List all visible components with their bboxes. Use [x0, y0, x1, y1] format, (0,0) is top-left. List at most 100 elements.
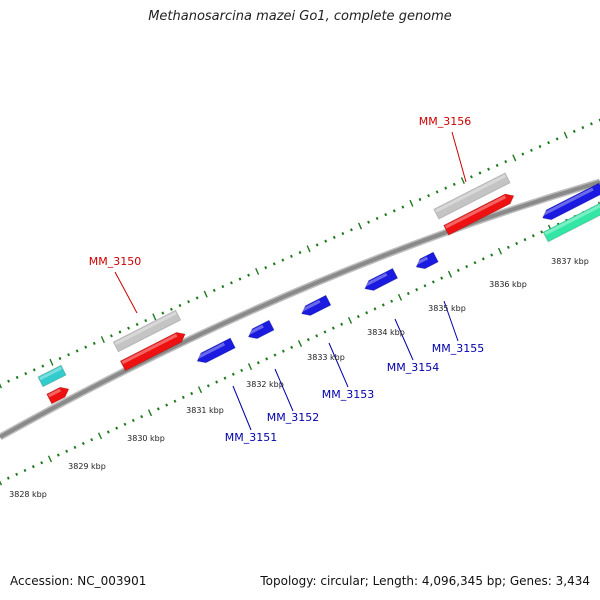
- minor-tick: [169, 307, 173, 311]
- minor-tick: [504, 160, 508, 164]
- minor-tick: [515, 241, 519, 246]
- minor-tick: [456, 268, 460, 273]
- accession-text: Accession: NC_003901: [10, 574, 147, 588]
- gene-label[interactable]: MM_3150: [89, 255, 141, 268]
- minor-tick: [306, 338, 310, 342]
- minor-tick: [92, 341, 96, 345]
- minor-tick: [90, 438, 94, 442]
- major-tick: [147, 409, 153, 417]
- minor-tick: [469, 175, 473, 179]
- callout-leader-line: [274, 368, 294, 412]
- genome-backbone: [0, 178, 600, 441]
- minor-tick: [547, 141, 551, 145]
- minor-tick: [423, 284, 427, 288]
- scale-label: 3833 kbp: [307, 353, 345, 362]
- gene-callout-mm-3151[interactable]: MM_3151: [225, 385, 277, 444]
- minor-tick: [84, 345, 88, 349]
- gene-mm-3153-shape: [300, 294, 332, 317]
- gene-mm-3154-shape: [363, 267, 399, 291]
- minor-tick: [435, 190, 439, 194]
- forward-gene-shape: [46, 386, 70, 405]
- minor-tick: [381, 303, 385, 307]
- kbp-scale-labels: 3828 kbp 3829 kbp 3830 kbp 3831 kbp 3832 kbp…: [9, 257, 589, 499]
- minor-tick: [392, 209, 396, 213]
- gene-callout-mm-3153[interactable]: MM_3153: [322, 342, 374, 401]
- minor-tick: [6, 476, 10, 480]
- minor-tick: [144, 319, 148, 323]
- minor-tick: [415, 288, 419, 292]
- gene-label[interactable]: MM_3153: [322, 388, 374, 401]
- gene-callout-mm-3155[interactable]: MM_3155: [432, 300, 484, 355]
- minor-tick: [531, 234, 535, 238]
- minor-tick: [229, 281, 233, 285]
- minor-tick: [440, 276, 444, 280]
- gene-callout-mm-3150[interactable]: MM_3150: [89, 255, 141, 314]
- minor-tick: [41, 364, 45, 368]
- gene-label[interactable]: MM_3152: [267, 411, 319, 424]
- minor-tick: [555, 137, 559, 141]
- gene-label[interactable]: MM_3155: [432, 342, 484, 355]
- major-tick: [306, 245, 311, 253]
- reverse-gene-shape: [541, 182, 600, 221]
- minor-tick: [418, 197, 422, 202]
- minor-tick: [375, 216, 379, 221]
- scale-label: 3832 kbp: [246, 380, 284, 389]
- minor-tick: [131, 418, 135, 423]
- major-tick: [0, 480, 3, 486]
- cyan-feature-box: [37, 364, 67, 388]
- minor-tick: [315, 243, 319, 247]
- minor-tick: [73, 445, 77, 449]
- minor-tick: [495, 163, 499, 168]
- minor-tick: [332, 235, 336, 239]
- gene-callout-mm-3156[interactable]: MM_3156: [419, 115, 471, 183]
- major-tick: [357, 222, 363, 230]
- gene-callout-mm-3154[interactable]: MM_3154: [387, 318, 439, 374]
- scale-label: 3829 kbp: [68, 462, 106, 471]
- teal-feature-box: [542, 201, 600, 243]
- minor-tick: [23, 468, 27, 473]
- minor-tick: [465, 264, 469, 269]
- minor-tick: [127, 326, 131, 330]
- scale-label: 3836 kbp: [489, 280, 527, 289]
- gene-label[interactable]: MM_3154: [387, 361, 439, 374]
- minor-tick: [265, 357, 269, 361]
- minor-tick: [340, 322, 344, 326]
- minor-tick: [589, 122, 593, 126]
- kbp-tick-marks: [0, 118, 600, 486]
- minor-tick: [356, 314, 360, 319]
- callout-leader-line: [328, 342, 349, 388]
- major-tick: [460, 177, 465, 185]
- callout-leader-line: [114, 271, 138, 314]
- minor-tick: [452, 182, 456, 186]
- minor-tick: [106, 430, 110, 434]
- minor-tick: [264, 266, 268, 270]
- minor-tick: [473, 261, 477, 265]
- minor-tick: [444, 186, 448, 190]
- minor-tick: [331, 326, 335, 330]
- minor-tick: [65, 449, 69, 453]
- minor-tick: [75, 349, 79, 353]
- minor-tick: [181, 395, 185, 399]
- gene-label[interactable]: MM_3156: [419, 115, 471, 128]
- callout-leader-line: [394, 318, 414, 361]
- gene-label[interactable]: MM_3151: [225, 431, 277, 444]
- major-tick: [47, 455, 53, 463]
- scale-label: 3835 kbp: [428, 304, 466, 313]
- scale-label: 3831 kbp: [186, 406, 224, 415]
- upper-tick-row: [0, 118, 600, 389]
- minor-tick: [24, 372, 28, 376]
- gene-mm-3155-shape: [415, 251, 439, 270]
- minor-tick: [523, 238, 527, 242]
- minor-tick: [384, 213, 388, 217]
- minor-tick: [109, 334, 113, 338]
- gene-callout-mm-3152[interactable]: MM_3152: [267, 368, 319, 424]
- minor-tick: [206, 384, 210, 388]
- minor-tick: [431, 280, 435, 284]
- minor-tick: [529, 148, 533, 152]
- minor-tick: [581, 125, 585, 130]
- minor-tick: [190, 391, 194, 396]
- minor-tick: [540, 230, 544, 234]
- callout-leader-line: [232, 385, 252, 431]
